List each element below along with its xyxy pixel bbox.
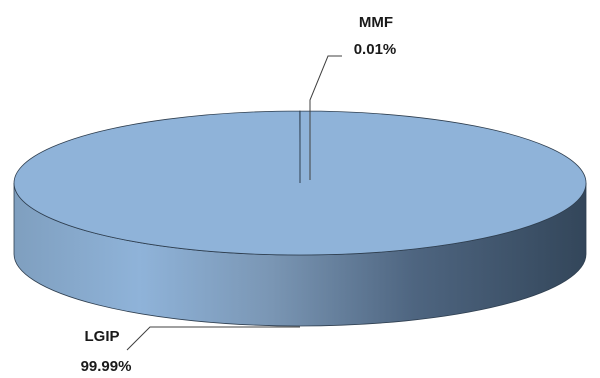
mmf-value-label: 0.01%	[354, 41, 397, 58]
lgip-value-label: 99.99%	[81, 358, 132, 375]
mmf-leader-line	[309, 55, 342, 180]
slice-labels: MMF 0.01% LGIP 99.99%	[81, 14, 397, 375]
mmf-label: MMF	[359, 14, 393, 31]
lgip-leader-line	[126, 326, 300, 351]
lgip-label: LGIP	[84, 328, 119, 345]
pie-body	[13, 110, 587, 327]
